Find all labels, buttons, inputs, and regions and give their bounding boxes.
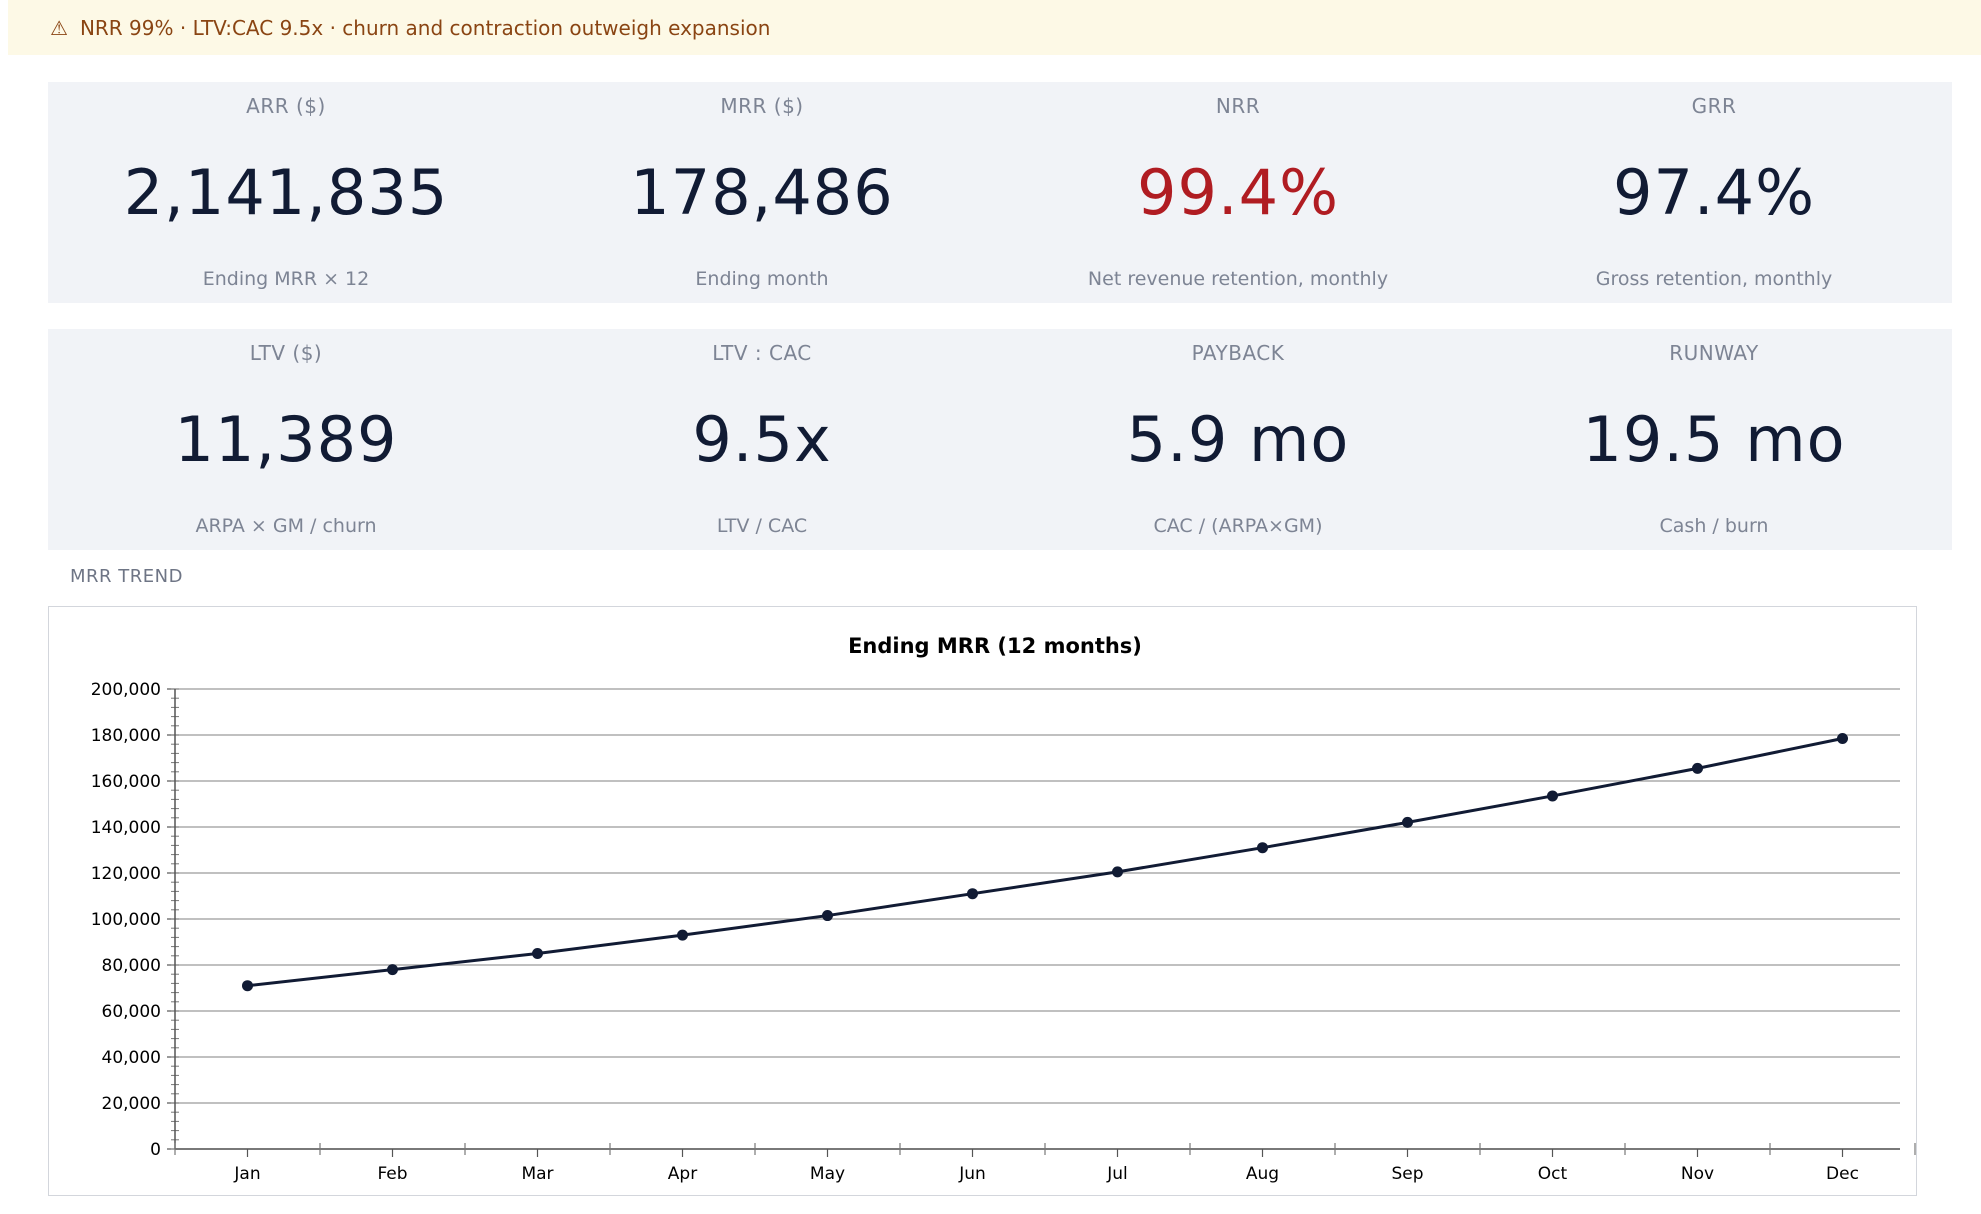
kpi-label: PAYBACK	[1191, 341, 1285, 365]
kpi-mrr: MRR ($) 178,486 Ending month	[524, 82, 1000, 303]
kpi-runway: RUNWAY 19.5 mo Cash / burn	[1476, 329, 1952, 550]
y-tick-label: 180,000	[91, 726, 161, 746]
series-line	[247, 737, 1843, 988]
x-tick-label: Apr	[668, 1164, 697, 1184]
mrr-trend-chart: Ending MRR (12 months) 0 20,000 40,000 60,00…	[48, 606, 1917, 1196]
kpi-value: 99.4%	[1137, 156, 1339, 229]
y-tick-label: 20,000	[102, 1094, 161, 1114]
kpi-label: LTV ($)	[249, 341, 323, 365]
kpi-value: 19.5 mo	[1582, 403, 1846, 476]
y-tick-label: 0	[150, 1140, 161, 1160]
data-point	[967, 888, 978, 900]
kpi-sub: CAC / (ARPA×GM)	[1153, 515, 1323, 537]
data-point	[242, 980, 253, 992]
x-tick-label: Nov	[1681, 1164, 1714, 1184]
chart-title: Ending MRR (12 months)	[848, 634, 1142, 658]
kpi-label: GRR	[1691, 94, 1737, 118]
x-tick-label: Mar	[521, 1164, 553, 1184]
x-tick-label: May	[810, 1164, 845, 1184]
kpi-label: RUNWAY	[1669, 341, 1759, 365]
kpi-ltv-cac: LTV : CAC 9.5x LTV / CAC	[524, 329, 1000, 550]
y-tick-label: 100,000	[91, 910, 161, 930]
kpi-grr: GRR 97.4% Gross retention, monthly	[1476, 82, 1952, 303]
data-point	[1837, 732, 1848, 744]
kpi-sub: LTV / CAC	[716, 515, 808, 537]
x-tick-label: Dec	[1826, 1164, 1859, 1184]
kpi-value: 97.4%	[1613, 156, 1815, 229]
kpi-label: LTV : CAC	[712, 341, 812, 365]
kpi-ltv: LTV ($) 11,389 ARPA × GM / churn	[48, 329, 524, 550]
kpi-nrr: NRR 99.4% Net revenue retention, monthly	[1000, 82, 1476, 303]
kpi-value: 2,141,835	[123, 156, 449, 229]
kpi-sub: Net revenue retention, monthly	[1087, 268, 1389, 290]
kpi-sub: Ending month	[695, 268, 829, 290]
x-tick-label: Jun	[958, 1164, 986, 1184]
x-tick-label: Jul	[1106, 1164, 1128, 1184]
kpi-label: MRR ($)	[720, 94, 804, 118]
data-point	[1257, 842, 1268, 854]
kpi-sub: Ending MRR × 12	[202, 268, 370, 290]
y-tick-label: 120,000	[91, 864, 161, 884]
chart-svg: Ending MRR (12 months) 0 20,000 40,000 60,00…	[91, 634, 1916, 1184]
data-point	[1692, 762, 1703, 774]
kpi-sub: Cash / burn	[1659, 515, 1769, 537]
data-point	[532, 948, 543, 959]
kpi-row-unit-economics: LTV ($) 11,389 ARPA × GM / churn LTV : C…	[48, 329, 1952, 550]
kpi-value: 5.9 mo	[1126, 403, 1350, 476]
kpi-row-retention: ARR ($) 2,141,835 Ending MRR × 12 MRR ($…	[48, 82, 1952, 303]
data-point	[1112, 866, 1123, 878]
alert-text: NRR 99% · LTV:CAC 9.5x · churn and contr…	[79, 15, 771, 40]
kpi-label: ARR ($)	[246, 94, 326, 118]
y-tick-label: 160,000	[91, 772, 161, 792]
data-point	[1547, 790, 1558, 802]
warning-icon: ⚠	[50, 15, 68, 40]
kpi-sub: Gross retention, monthly	[1595, 268, 1833, 290]
data-point	[677, 929, 688, 941]
kpi-label: NRR	[1215, 94, 1261, 118]
kpi-arr: ARR ($) 2,141,835 Ending MRR × 12	[48, 82, 524, 303]
x-tick-label: Jan	[233, 1164, 260, 1184]
kpi-value: 11,389	[174, 403, 398, 476]
x-tick-label: Sep	[1391, 1164, 1423, 1184]
kpi-payback: PAYBACK 5.9 mo CAC / (ARPA×GM)	[1000, 329, 1476, 550]
kpi-value: 9.5x	[692, 403, 832, 476]
data-point	[822, 910, 833, 922]
y-tick-label: 40,000	[102, 1048, 161, 1068]
section-title: MRR TREND	[70, 566, 183, 587]
y-tick-label: 140,000	[91, 818, 161, 838]
kpi-sub: ARPA × GM / churn	[195, 515, 377, 537]
data-point	[1402, 816, 1413, 828]
alert-banner: ⚠ NRR 99% · LTV:CAC 9.5x · churn and con…	[8, 0, 1981, 55]
x-tick-label: Feb	[377, 1164, 407, 1184]
x-tick-label: Aug	[1246, 1164, 1279, 1184]
x-tick-label: Oct	[1538, 1164, 1568, 1184]
data-point	[387, 964, 398, 976]
kpi-value: 178,486	[630, 156, 894, 229]
y-tick-label: 80,000	[102, 956, 161, 976]
y-tick-label: 200,000	[91, 680, 161, 700]
y-tick-label: 60,000	[102, 1002, 161, 1022]
